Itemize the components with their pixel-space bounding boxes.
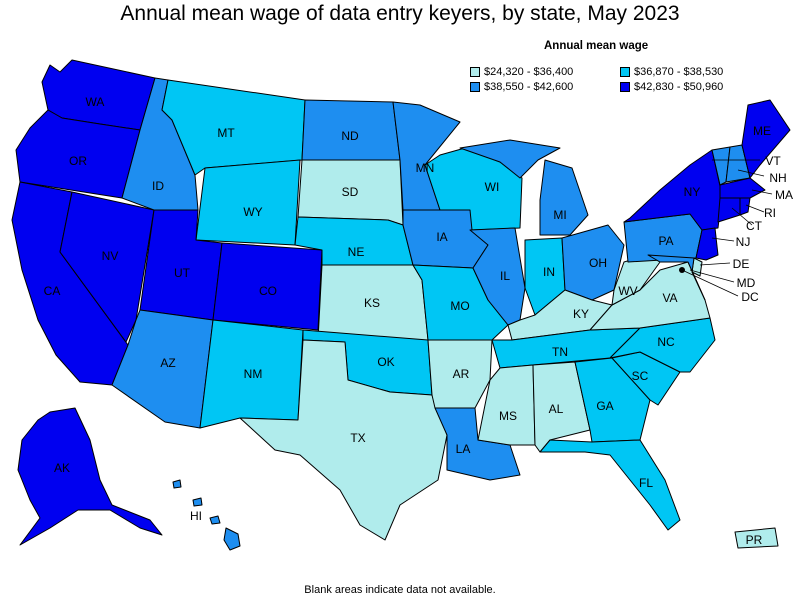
state-mi[interactable]: [459, 139, 561, 179]
label-pr: PR: [746, 533, 763, 547]
leader-nh: [737, 169, 765, 177]
label-id: ID: [152, 179, 164, 193]
label-co: CO: [259, 284, 277, 298]
label-pa: PA: [658, 234, 673, 248]
leader-de: [699, 262, 731, 266]
state-nv[interactable]: [59, 191, 155, 343]
state-mi-lower[interactable]: [539, 159, 589, 236]
label-al: AL: [549, 402, 564, 416]
legend-title: Annual mean wage: [544, 40, 649, 52]
state-ak[interactable]: [17, 407, 163, 546]
label-tn: TN: [552, 345, 568, 359]
label-md: MD: [737, 276, 756, 290]
legend-swatch-4: [620, 82, 630, 92]
state-ri[interactable]: [739, 197, 751, 216]
label-nj: NJ: [736, 235, 751, 249]
label-la: LA: [456, 442, 471, 456]
leader-ri: [745, 204, 765, 213]
legend-label-1: $24,320 - $36,400: [484, 66, 574, 78]
label-or: OR: [69, 154, 87, 168]
legend-swatch-1: [470, 67, 480, 77]
label-ar: AR: [453, 367, 470, 381]
label-nd: ND: [341, 129, 359, 143]
legend-item-3: $38,550 - $42,600: [470, 81, 573, 93]
label-ak: AK: [54, 461, 70, 475]
label-ut: UT: [174, 266, 191, 280]
label-mo: MO: [450, 299, 469, 313]
label-dc: DC: [741, 290, 759, 304]
state-wy[interactable]: [195, 159, 301, 246]
state-ma[interactable]: [719, 177, 766, 199]
state-hi-oahu[interactable]: [192, 497, 203, 507]
label-wi: WI: [485, 180, 500, 194]
legend-label-3: $38,550 - $42,600: [484, 81, 574, 93]
label-oh: OH: [589, 256, 607, 270]
label-nc: NC: [657, 335, 675, 349]
state-hi-kauai[interactable]: [172, 479, 182, 489]
label-ok: OK: [377, 355, 394, 369]
label-wv: WV: [618, 284, 637, 298]
legend-item-4: $42,830 - $50,960: [620, 81, 723, 93]
leader-dc: [681, 269, 739, 297]
label-de: DE: [733, 257, 750, 271]
state-nj[interactable]: [695, 227, 719, 261]
label-nm: NM: [244, 367, 263, 381]
label-fl: FL: [639, 476, 653, 490]
label-vt: VT: [765, 154, 781, 168]
label-wa: WA: [86, 95, 105, 109]
state-ct[interactable]: [717, 197, 741, 223]
legend-swatch-2: [620, 67, 630, 77]
label-ms: MS: [499, 409, 517, 423]
label-sc: SC: [632, 369, 649, 383]
label-ca: CA: [44, 284, 61, 298]
label-mi: MI: [553, 208, 566, 222]
label-hi: HI: [190, 509, 202, 523]
page-title: Annual mean wage of data entry keyers, b…: [120, 2, 680, 25]
label-tx: TX: [350, 431, 365, 445]
label-ks: KS: [364, 296, 380, 310]
state-fl[interactable]: [539, 439, 681, 531]
label-wy: WY: [243, 205, 262, 219]
label-nv: NV: [102, 249, 119, 263]
label-me: ME: [753, 124, 771, 138]
label-il: IL: [500, 269, 510, 283]
label-va: VA: [662, 291, 677, 305]
label-mt: MT: [217, 126, 235, 140]
leader-md: [689, 269, 735, 283]
state-la[interactable]: [434, 407, 521, 481]
label-ct: CT: [746, 219, 763, 233]
label-mn: MN: [416, 161, 435, 175]
leader-nj: [711, 237, 735, 242]
legend-label-2: $36,870 - $38,530: [634, 66, 724, 78]
state-co[interactable]: [212, 242, 323, 331]
label-nh: NH: [769, 171, 786, 185]
legend-item-2: $36,870 - $38,530: [620, 66, 723, 78]
leader-ct: [731, 207, 753, 226]
label-ma: MA: [775, 188, 793, 202]
label-ga: GA: [596, 399, 613, 413]
label-sd: SD: [342, 185, 359, 199]
state-md[interactable]: [647, 254, 706, 301]
label-ne: NE: [348, 245, 365, 259]
label-ny: NY: [684, 185, 701, 199]
footnote: Blank areas indicate data not available.: [304, 584, 496, 596]
label-ri: RI: [764, 206, 776, 220]
state-hi[interactable]: [223, 527, 241, 551]
label-ia: IA: [436, 230, 447, 244]
leader-ma: [751, 189, 773, 195]
legend-swatch-3: [470, 82, 480, 92]
label-ky: KY: [573, 307, 589, 321]
state-tx[interactable]: [239, 339, 448, 541]
label-az: AZ: [160, 356, 175, 370]
label-in: IN: [543, 265, 555, 279]
state-pr[interactable]: [734, 527, 779, 549]
legend-item-1: $24,320 - $36,400: [470, 66, 573, 78]
state-hi-maui[interactable]: [209, 515, 221, 525]
legend-label-4: $42,830 - $50,960: [634, 81, 724, 93]
